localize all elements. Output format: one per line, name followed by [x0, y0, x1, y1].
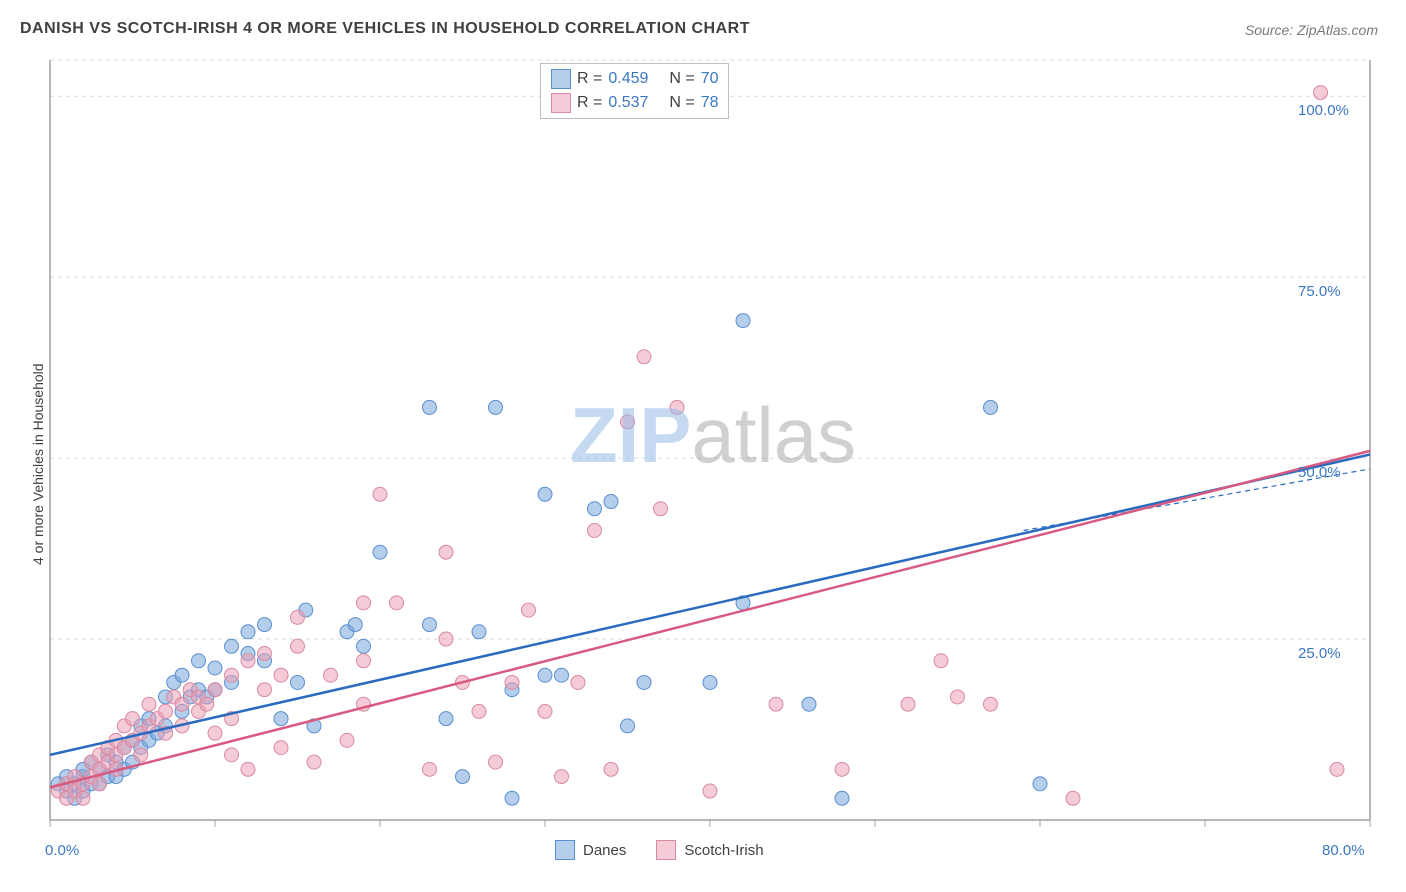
legend-item-danes: Danes	[555, 840, 626, 860]
legend-row-danes: R = 0.459 N = 70	[541, 67, 728, 91]
n-value: 78	[701, 94, 719, 112]
n-label: N =	[669, 70, 694, 88]
r-value: 0.459	[608, 70, 663, 88]
n-label: N =	[669, 94, 694, 112]
legend-row-scotch-irish: R = 0.537 N = 78	[541, 91, 728, 115]
scatter-plot	[50, 60, 1370, 820]
n-value: 70	[701, 70, 719, 88]
legend-label: Scotch-Irish	[684, 842, 763, 859]
chart-title: DANISH VS SCOTCH-IRISH 4 OR MORE VEHICLE…	[20, 20, 750, 38]
swatch-danes-bottom	[555, 840, 575, 860]
x-axis-min-label: 0.0%	[45, 842, 79, 859]
y-axis-50-label: 50.0%	[1298, 464, 1341, 481]
y-axis-100-label: 100.0%	[1298, 102, 1349, 119]
y-axis-label: 4 or more Vehicles in Household	[30, 363, 46, 565]
source-attribution: Source: ZipAtlas.com	[1245, 22, 1378, 38]
r-label: R =	[577, 94, 602, 112]
swatch-scotch-irish-bottom	[656, 840, 676, 860]
y-axis-25-label: 25.0%	[1298, 645, 1341, 662]
correlation-legend: R = 0.459 N = 70 R = 0.537 N = 78	[540, 63, 729, 119]
legend-label: Danes	[583, 842, 626, 859]
r-value: 0.537	[608, 94, 663, 112]
y-axis-75-label: 75.0%	[1298, 283, 1341, 300]
x-axis-max-label: 80.0%	[1322, 842, 1365, 859]
series-legend: Danes Scotch-Irish	[555, 840, 764, 860]
r-label: R =	[577, 70, 602, 88]
swatch-danes	[551, 69, 571, 89]
legend-item-scotch-irish: Scotch-Irish	[656, 840, 763, 860]
swatch-scotch-irish	[551, 93, 571, 113]
